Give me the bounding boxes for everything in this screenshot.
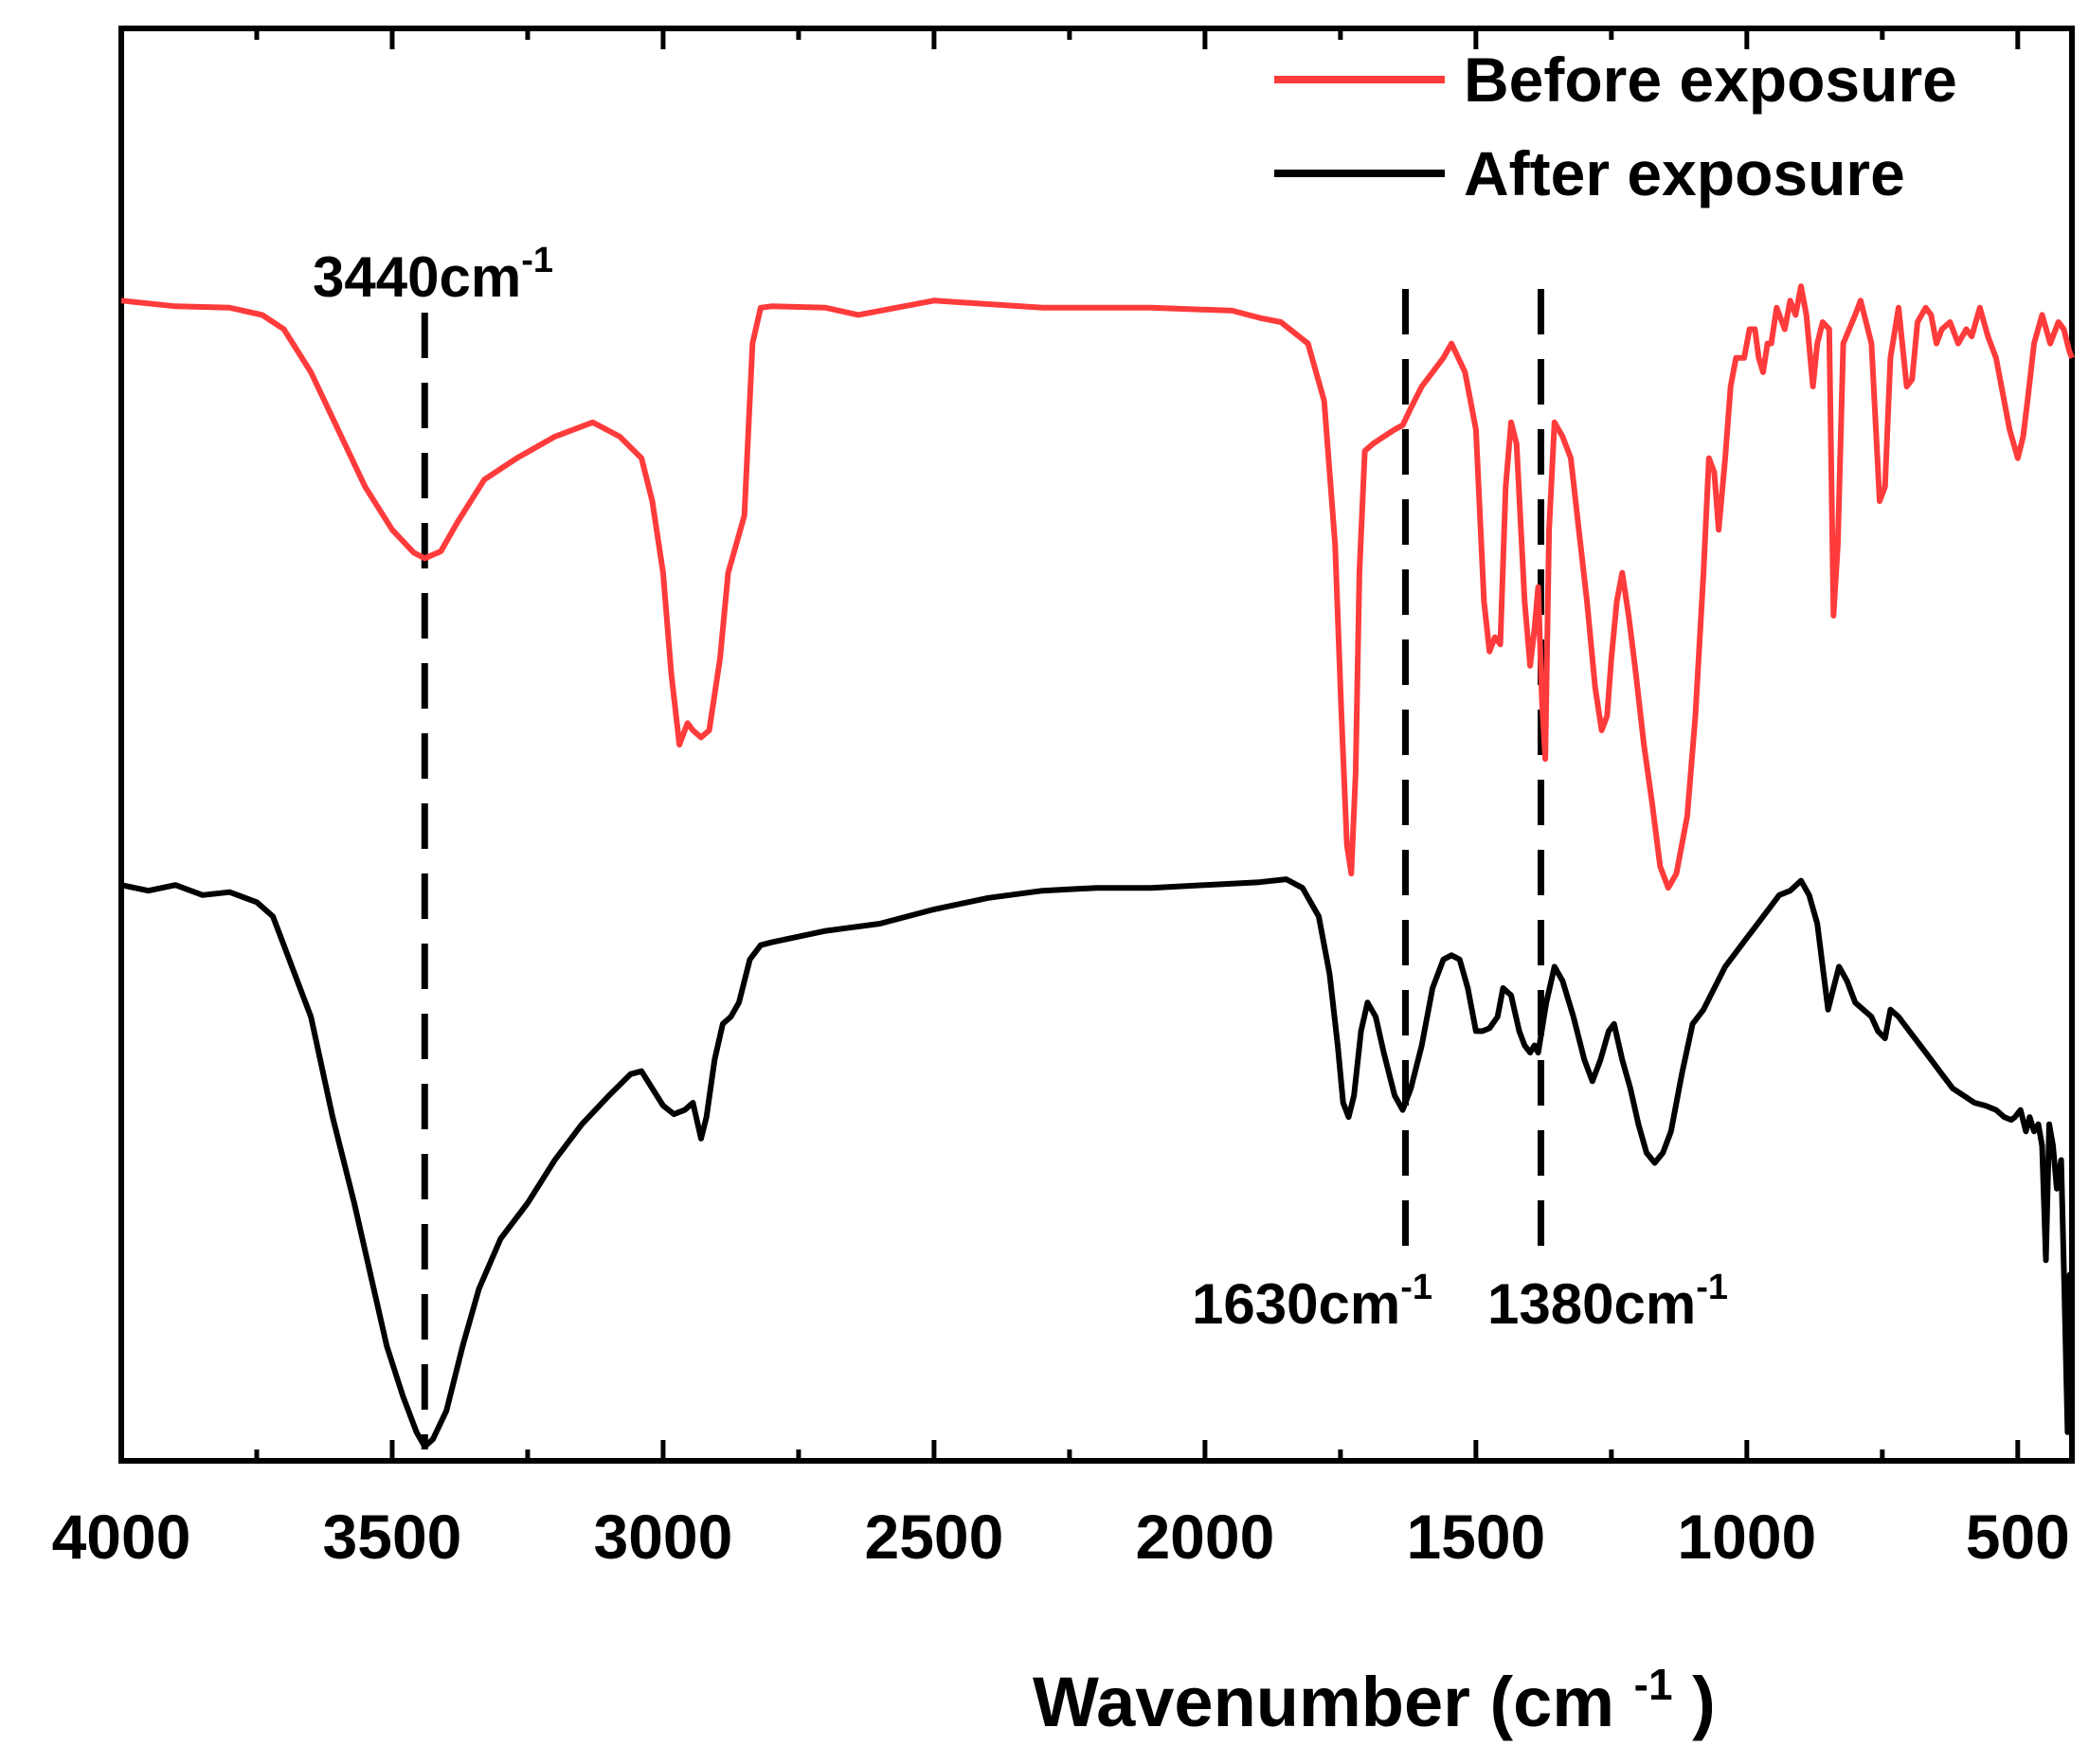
legend: Before exposure After exposure	[1274, 45, 1957, 208]
plot-frame	[118, 26, 2075, 1464]
legend-label-after: After exposure	[1464, 138, 1905, 208]
x-tick-label-3500: 3500	[323, 1502, 462, 1572]
x-axis-tick-labels: 4000 3500 3000 2500 2000 1500 1000 500	[52, 1502, 2070, 1572]
x-tick-label-2000: 2000	[1135, 1502, 1274, 1572]
annotation-3440: 3440cm-1	[313, 241, 553, 309]
x-axis-title: Wavenumber (cm -1 )	[1033, 1636, 1716, 1741]
annotation-1630: 1630cm-1	[1192, 1268, 1432, 1336]
x-tick-label-1500: 1500	[1406, 1502, 1545, 1572]
x-tick-label-3000: 3000	[594, 1502, 733, 1572]
x-axis-ticks	[118, 28, 2021, 1461]
x-tick-label-4000: 4000	[52, 1502, 191, 1572]
series-line-before-exposure	[120, 283, 2075, 891]
x-tick-label-2500: 2500	[865, 1502, 1004, 1572]
x-tick-label-500: 500	[1966, 1502, 2070, 1572]
series-line-after-exposure	[120, 876, 2073, 1449]
annotation-1380: 1380cm-1	[1487, 1268, 1728, 1336]
legend-label-before: Before exposure	[1464, 45, 1957, 115]
series-layer	[120, 283, 2075, 1449]
x-tick-label-1000: 1000	[1677, 1502, 1816, 1572]
